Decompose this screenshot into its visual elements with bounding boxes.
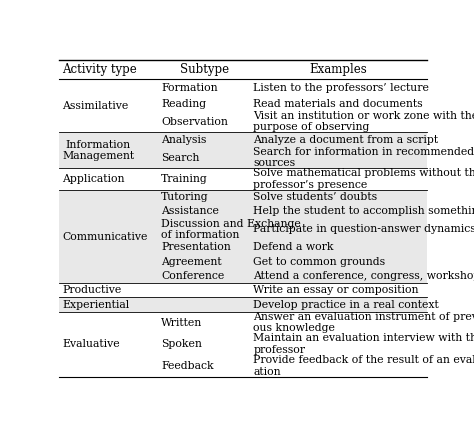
Text: Participate in question-answer dynamics: Participate in question-answer dynamics bbox=[253, 224, 474, 234]
Text: Productive: Productive bbox=[62, 285, 121, 295]
Text: Read materials and documents: Read materials and documents bbox=[253, 98, 423, 108]
Bar bbox=[59, 79, 427, 96]
Text: Answer an evaluation instrument of previ-
ous knowledge: Answer an evaluation instrument of previ… bbox=[253, 312, 474, 333]
Text: Training: Training bbox=[161, 174, 208, 184]
Text: Assistance: Assistance bbox=[161, 206, 219, 216]
Text: Discussion and Exchange
of information: Discussion and Exchange of information bbox=[161, 218, 301, 240]
Text: Attend a conference, congress, workshop: Attend a conference, congress, workshop bbox=[253, 271, 474, 281]
Text: Reading: Reading bbox=[161, 98, 207, 108]
Text: Defend a work: Defend a work bbox=[253, 243, 334, 252]
Bar bbox=[59, 255, 427, 269]
Text: Subtype: Subtype bbox=[180, 63, 229, 76]
Text: Listen to the professors’ lecture: Listen to the professors’ lecture bbox=[253, 83, 429, 93]
Text: Get to common grounds: Get to common grounds bbox=[253, 257, 385, 267]
Text: Provide feedback of the result of an evalu-
ation: Provide feedback of the result of an eva… bbox=[253, 355, 474, 377]
Text: Formation: Formation bbox=[161, 83, 218, 93]
Text: Observation: Observation bbox=[161, 117, 228, 126]
Bar bbox=[59, 312, 427, 333]
Text: Solve students’ doubts: Solve students’ doubts bbox=[253, 192, 377, 202]
Text: Write an essay or composition: Write an essay or composition bbox=[253, 285, 419, 295]
Text: Written: Written bbox=[161, 318, 202, 328]
Text: Search: Search bbox=[161, 153, 200, 163]
Text: Analyze a document from a script: Analyze a document from a script bbox=[253, 135, 438, 144]
Text: Help the student to accomplish something: Help the student to accomplish something bbox=[253, 206, 474, 216]
Text: Conference: Conference bbox=[161, 271, 225, 281]
Bar bbox=[59, 355, 427, 377]
Bar bbox=[59, 60, 427, 79]
Text: Examples: Examples bbox=[310, 63, 367, 76]
Bar bbox=[59, 298, 427, 312]
Text: Spoken: Spoken bbox=[161, 339, 202, 349]
Text: Assimilative: Assimilative bbox=[62, 101, 128, 111]
Text: Analysis: Analysis bbox=[161, 135, 207, 144]
Text: Evaluative: Evaluative bbox=[62, 339, 120, 349]
Bar bbox=[59, 132, 427, 147]
Bar bbox=[59, 204, 427, 218]
Text: Information
Management: Information Management bbox=[62, 140, 134, 161]
Bar bbox=[59, 147, 427, 168]
Bar bbox=[59, 190, 427, 204]
Bar bbox=[59, 218, 427, 240]
Bar bbox=[59, 111, 427, 132]
Text: Application: Application bbox=[62, 174, 125, 184]
Text: Develop practice in a real context: Develop practice in a real context bbox=[253, 300, 439, 310]
Text: Activity type: Activity type bbox=[62, 63, 137, 76]
Bar bbox=[59, 240, 427, 255]
Text: Communicative: Communicative bbox=[62, 232, 147, 242]
Text: Agreement: Agreement bbox=[161, 257, 222, 267]
Bar bbox=[59, 168, 427, 190]
Text: Feedback: Feedback bbox=[161, 361, 214, 371]
Text: Experiential: Experiential bbox=[62, 300, 129, 310]
Text: Maintain an evaluation interview with the
professor: Maintain an evaluation interview with th… bbox=[253, 333, 474, 355]
Bar bbox=[59, 269, 427, 283]
Text: Tutoring: Tutoring bbox=[161, 192, 209, 202]
Text: Presentation: Presentation bbox=[161, 243, 231, 252]
Bar bbox=[59, 333, 427, 355]
Text: Visit an institution or work zone with the
purpose of observing: Visit an institution or work zone with t… bbox=[253, 111, 474, 132]
Text: Solve mathematical problems without the
professor’s presence: Solve mathematical problems without the … bbox=[253, 169, 474, 190]
Bar bbox=[59, 96, 427, 111]
Text: Search for information in recommended
sources: Search for information in recommended so… bbox=[253, 147, 474, 168]
Bar bbox=[59, 283, 427, 298]
